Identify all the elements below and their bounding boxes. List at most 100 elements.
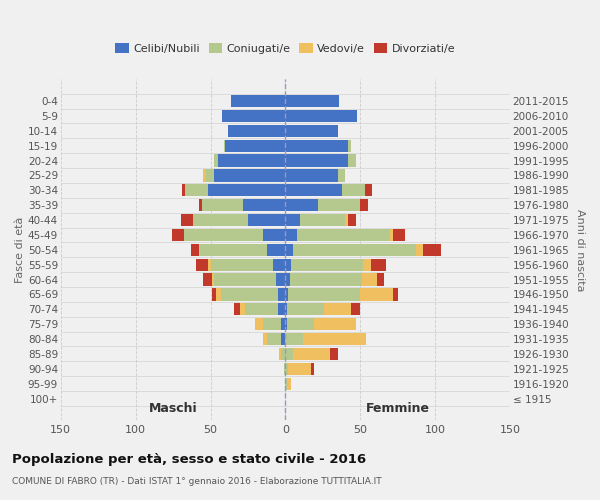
Bar [286, 244, 416, 256]
Bar [286, 333, 366, 345]
Bar [286, 288, 360, 300]
Bar [286, 303, 324, 316]
Bar [214, 274, 286, 285]
Bar [256, 318, 286, 330]
Bar [277, 274, 286, 285]
Bar [286, 244, 423, 256]
Bar [286, 184, 372, 196]
Bar [256, 318, 286, 330]
Bar [202, 199, 286, 211]
Text: Popolazione per età, sesso e stato civile - 2016: Popolazione per età, sesso e stato civil… [12, 452, 366, 466]
Bar [182, 184, 286, 196]
Bar [214, 154, 286, 166]
Bar [286, 214, 301, 226]
Text: Femmine: Femmine [365, 402, 430, 415]
Bar [223, 110, 286, 122]
Bar [286, 244, 293, 256]
Bar [206, 170, 286, 181]
Bar [286, 199, 360, 211]
Bar [196, 258, 286, 271]
Bar [286, 274, 290, 285]
Bar [218, 154, 286, 166]
Bar [280, 348, 286, 360]
Bar [274, 258, 286, 271]
Bar [245, 303, 286, 316]
Bar [286, 362, 314, 375]
Bar [286, 199, 318, 211]
Bar [229, 124, 286, 137]
Bar [232, 95, 286, 107]
Bar [263, 333, 286, 345]
Bar [232, 95, 286, 107]
Bar [268, 333, 286, 345]
Bar [184, 229, 286, 241]
Bar [203, 170, 286, 181]
Bar [203, 274, 286, 285]
Text: Maschi: Maschi [149, 402, 197, 415]
Bar [286, 140, 351, 152]
Bar [208, 184, 286, 196]
Bar [191, 244, 286, 256]
Bar [284, 362, 286, 375]
Bar [221, 288, 286, 300]
Bar [286, 214, 345, 226]
Bar [214, 154, 286, 166]
Bar [286, 378, 292, 390]
Bar [281, 333, 286, 345]
Bar [286, 110, 357, 122]
Bar [286, 244, 441, 256]
Bar [286, 95, 339, 107]
Bar [208, 258, 286, 271]
Bar [199, 244, 286, 256]
Bar [217, 288, 286, 300]
Bar [286, 124, 338, 137]
Bar [286, 124, 338, 137]
Bar [286, 170, 338, 181]
Bar [286, 170, 345, 181]
Bar [278, 288, 286, 300]
Bar [193, 214, 286, 226]
Y-axis label: Anni di nascita: Anni di nascita [575, 208, 585, 291]
Bar [263, 333, 286, 345]
Bar [286, 288, 398, 300]
Bar [286, 214, 356, 226]
Bar [200, 244, 286, 256]
Bar [286, 184, 342, 196]
Bar [286, 110, 357, 122]
Bar [286, 229, 390, 241]
Bar [286, 229, 393, 241]
Bar [286, 229, 298, 241]
Bar [203, 170, 286, 181]
Bar [229, 124, 286, 137]
Bar [286, 95, 339, 107]
Bar [286, 303, 360, 316]
Bar [286, 184, 365, 196]
Bar [286, 318, 287, 330]
Bar [286, 124, 338, 137]
Bar [223, 110, 286, 122]
Bar [223, 110, 286, 122]
Bar [224, 140, 286, 152]
Bar [281, 318, 286, 330]
Bar [286, 170, 345, 181]
Bar [286, 184, 365, 196]
Bar [268, 244, 286, 256]
Bar [214, 170, 286, 181]
Bar [286, 170, 345, 181]
Bar [286, 318, 314, 330]
Bar [286, 140, 348, 152]
Bar [241, 303, 286, 316]
Bar [280, 348, 286, 360]
Bar [223, 110, 286, 122]
Bar [212, 274, 286, 285]
Bar [212, 288, 286, 300]
Bar [286, 348, 330, 360]
Bar [286, 258, 292, 271]
Bar [286, 154, 356, 166]
Bar [286, 110, 357, 122]
Bar [244, 199, 286, 211]
Bar [202, 199, 286, 211]
Bar [286, 288, 289, 300]
Bar [286, 274, 384, 285]
Bar [181, 214, 286, 226]
